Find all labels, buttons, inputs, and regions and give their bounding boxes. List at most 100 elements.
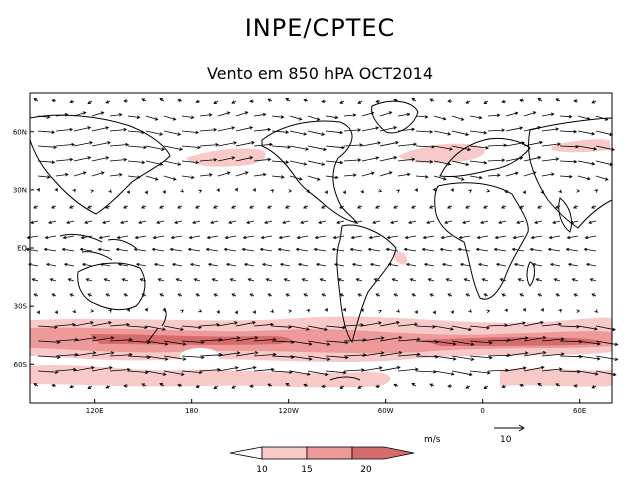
wind-vector xyxy=(343,113,357,117)
wind-vector xyxy=(270,309,274,313)
wind-vector xyxy=(187,247,201,252)
wind-vector xyxy=(373,278,381,282)
wind-vector xyxy=(285,382,291,387)
colorbar-segment-3 xyxy=(306,446,353,460)
wind-vector xyxy=(253,172,267,177)
wind-vector xyxy=(159,293,165,297)
wind-vector xyxy=(139,278,147,282)
wind-vector xyxy=(314,235,327,240)
wind-vector xyxy=(44,235,57,240)
wind-vector xyxy=(159,98,165,102)
wind-vector xyxy=(43,247,57,252)
wind-vector xyxy=(379,156,398,162)
wind-vector xyxy=(84,220,93,224)
wind-vector xyxy=(241,247,255,252)
wind-vector xyxy=(584,235,597,240)
wind-vector xyxy=(249,293,255,297)
wind-vector xyxy=(303,98,309,103)
wind-vector xyxy=(249,99,255,103)
wind-vector xyxy=(199,113,213,117)
wind-vector xyxy=(127,175,141,179)
wind-vector xyxy=(325,175,339,180)
wind-vector xyxy=(145,175,159,181)
wind-vector xyxy=(440,235,453,240)
wind-vector xyxy=(193,278,201,282)
wind-vector xyxy=(559,159,578,164)
wind-vector xyxy=(162,189,166,194)
wind-vector xyxy=(441,262,453,267)
wind-vector xyxy=(433,115,447,121)
wind-vector xyxy=(282,220,291,224)
wind-vector xyxy=(567,262,579,267)
wind-vector xyxy=(393,205,399,209)
wind-vector xyxy=(145,160,164,166)
wind-vector xyxy=(61,247,75,252)
wind-vector xyxy=(426,220,435,224)
wind-vector xyxy=(552,220,561,224)
wind-vector xyxy=(379,126,398,132)
wind-vector xyxy=(198,308,203,313)
wind-vector xyxy=(447,205,453,209)
wind-vector xyxy=(576,309,581,313)
wind-vector xyxy=(375,205,381,209)
wind-vector xyxy=(91,126,110,132)
reference-vector xyxy=(494,424,525,432)
wind-vector xyxy=(585,262,597,267)
wind-vector xyxy=(217,351,241,357)
wind-vector xyxy=(235,141,256,147)
wind-vector xyxy=(31,278,39,282)
coast-madagascar xyxy=(526,261,535,287)
wind-vector xyxy=(37,130,56,134)
wind-vector xyxy=(138,220,147,224)
wind-vector xyxy=(145,115,159,121)
wind-vector xyxy=(296,235,309,240)
wind-vector xyxy=(126,190,130,195)
wind-vector xyxy=(469,115,483,120)
wind-vector xyxy=(325,370,347,375)
wind-vector xyxy=(433,370,455,376)
wind-vector xyxy=(321,99,327,103)
wind-vector xyxy=(303,293,309,297)
colorbar-tick-15: 15 xyxy=(301,465,312,475)
wind-vector xyxy=(397,322,418,327)
wind-vector xyxy=(433,145,454,151)
wind-vector xyxy=(321,205,327,209)
wind-vector xyxy=(483,293,489,297)
wind-vector xyxy=(573,99,579,103)
wind-vector xyxy=(177,205,183,209)
wind-vector xyxy=(504,308,508,313)
wind-vector xyxy=(397,142,418,147)
wind-vector xyxy=(465,385,471,389)
wind-vector xyxy=(87,100,93,105)
wind-vector xyxy=(33,293,39,297)
wind-vector xyxy=(571,278,579,282)
coast-east-asia xyxy=(29,114,171,215)
wind-vector xyxy=(501,205,507,209)
wind-vector xyxy=(379,111,393,117)
wind-vector xyxy=(432,310,436,315)
wind-vector xyxy=(360,308,364,313)
wind-vector xyxy=(451,340,475,346)
wind-vector xyxy=(174,220,183,224)
wind-vector xyxy=(117,262,129,267)
wind-vector xyxy=(235,366,257,372)
wind-vector xyxy=(231,293,237,297)
wind-vector xyxy=(307,115,321,121)
wind-vector xyxy=(217,126,236,132)
wind-vector xyxy=(181,160,200,165)
wind-vector xyxy=(589,278,597,282)
wind-vector xyxy=(501,99,507,104)
wind-vector xyxy=(217,141,238,147)
wind-vector xyxy=(361,111,375,117)
coast-africa xyxy=(434,182,529,300)
wind-vector xyxy=(205,247,219,252)
wind-vector xyxy=(411,382,417,387)
wind-vector xyxy=(217,321,238,327)
lon-tick-label: 120W xyxy=(279,407,299,415)
wind-vector xyxy=(151,247,165,252)
wind-vectors xyxy=(25,97,619,390)
wind-vector xyxy=(85,278,93,282)
wind-vector xyxy=(169,247,183,252)
wind-vector xyxy=(343,143,364,147)
wind-vector xyxy=(109,173,123,177)
